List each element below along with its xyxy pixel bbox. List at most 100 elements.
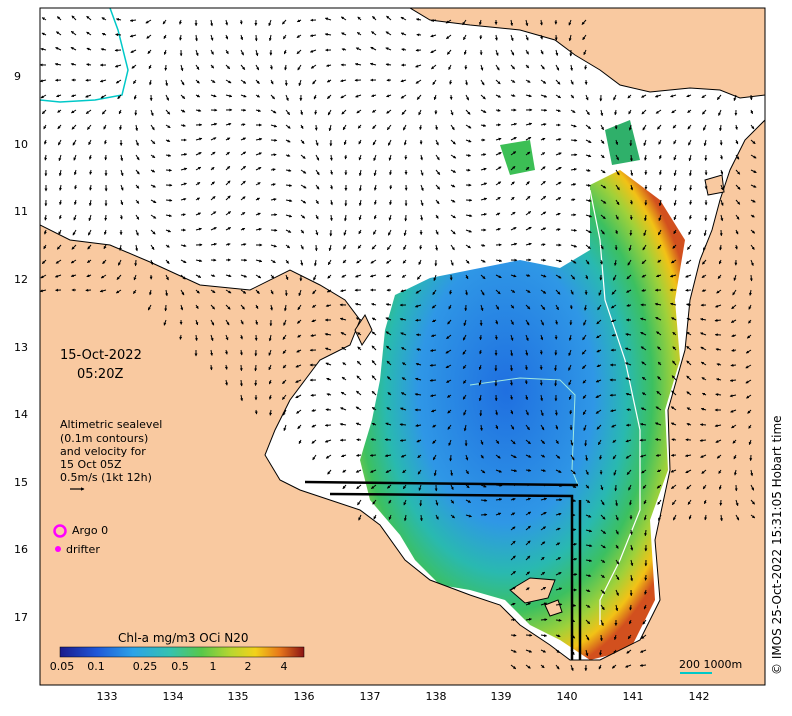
- velocity-arrow: [240, 180, 246, 186]
- velocity-arrow: [555, 138, 562, 141]
- velocity-arrow: [415, 48, 422, 52]
- velocity-arrow: [401, 362, 407, 366]
- velocity-arrow: [445, 364, 452, 369]
- velocity-arrow: [540, 34, 543, 40]
- velocity-arrow: [540, 195, 547, 201]
- velocity-arrow: [525, 79, 531, 83]
- velocity-arrow: [734, 124, 738, 130]
- velocity-arrow: [480, 498, 488, 502]
- velocity-arrow: [388, 214, 392, 221]
- velocity-arrow: [510, 227, 517, 231]
- velocity-arrow: [312, 79, 317, 85]
- velocity-arrow: [195, 166, 202, 171]
- velocity-arrow: [641, 376, 647, 381]
- velocity-arrow: [285, 94, 289, 102]
- velocity-arrow: [750, 139, 756, 145]
- velocity-arrow: [297, 304, 302, 311]
- velocity-arrow: [402, 259, 407, 264]
- velocity-arrow: [431, 319, 437, 323]
- velocity-arrow: [642, 124, 647, 131]
- velocity-arrow: [431, 304, 437, 309]
- velocity-arrow: [340, 16, 347, 21]
- velocity-arrow: [510, 633, 517, 637]
- velocity-arrow: [327, 94, 332, 99]
- velocity-arrow: [282, 34, 287, 40]
- velocity-arrow: [115, 33, 122, 37]
- velocity-arrow: [195, 319, 199, 326]
- lon-tick: 136: [293, 690, 315, 703]
- velocity-arrow: [312, 289, 317, 295]
- lon-tick: 137: [359, 690, 381, 703]
- velocity-arrow: [180, 244, 187, 248]
- velocity-arrow: [44, 154, 48, 161]
- velocity-arrow: [495, 212, 501, 216]
- velocity-arrow: [342, 362, 347, 366]
- velocity-arrow: [525, 136, 532, 141]
- velocity-arrow: [195, 212, 202, 216]
- velocity-arrow: [431, 64, 437, 70]
- velocity-arrow: [324, 347, 332, 351]
- velocity-arrow: [570, 94, 575, 99]
- velocity-arrow: [165, 259, 170, 264]
- velocity-arrow: [356, 375, 362, 381]
- velocity-arrow: [225, 289, 232, 294]
- velocity-arrow: [341, 32, 347, 36]
- velocity-arrow: [610, 304, 617, 309]
- velocity-arrow: [150, 229, 156, 235]
- velocity-arrow: [55, 31, 62, 36]
- velocity-arrow: [716, 289, 722, 294]
- velocity-arrow: [433, 274, 437, 282]
- velocity-arrow: [435, 199, 440, 205]
- velocity-arrow: [270, 94, 275, 100]
- velocity-arrow: [270, 138, 278, 142]
- velocity-arrow: [510, 64, 515, 70]
- velocity-arrow: [313, 259, 317, 267]
- velocity-arrow: [479, 349, 483, 355]
- velocity-arrow: [673, 139, 677, 145]
- velocity-arrow: [282, 349, 287, 354]
- velocity-arrow: [570, 64, 574, 71]
- velocity-arrow: [731, 304, 737, 310]
- velocity-arrow: [315, 184, 320, 190]
- velocity-arrow: [702, 259, 707, 265]
- velocity-arrow: [415, 79, 422, 84]
- velocity-arrow: [373, 214, 377, 220]
- velocity-arrow: [116, 274, 122, 280]
- velocity-arrow: [315, 139, 319, 146]
- velocity-arrow: [115, 18, 122, 21]
- velocity-arrow: [686, 94, 692, 98]
- velocity-arrow: [630, 169, 634, 177]
- velocity-arrow: [86, 47, 92, 51]
- velocity-arrow: [720, 214, 724, 222]
- velocity-arrow: [284, 289, 288, 297]
- colorbar-tick: 1: [209, 660, 217, 673]
- velocity-arrow: [450, 154, 457, 159]
- velocity-arrow: [270, 109, 277, 114]
- velocity-arrow: [385, 47, 392, 51]
- velocity-arrow: [179, 34, 183, 41]
- velocity-arrow: [614, 484, 618, 492]
- velocity-arrow: [420, 169, 424, 176]
- velocity-arrow: [254, 34, 258, 42]
- velocity-arrow: [689, 199, 693, 205]
- velocity-arrow: [134, 259, 138, 267]
- velocity-arrow: [384, 438, 392, 442]
- velocity-arrow: [480, 259, 486, 263]
- lon-tick: 138: [425, 690, 447, 703]
- legend-line: and velocity for: [60, 445, 146, 458]
- velocity-arrow: [373, 169, 377, 177]
- velocity-arrow: [403, 139, 407, 146]
- velocity-arrow: [745, 349, 752, 354]
- velocity-arrow: [540, 227, 547, 231]
- velocity-arrow: [354, 62, 362, 66]
- velocity-arrow: [596, 364, 602, 368]
- velocity-arrow: [344, 154, 348, 160]
- velocity-arrow: [659, 154, 662, 160]
- velocity-arrow: [733, 94, 737, 102]
- velocity-arrow: [296, 49, 302, 55]
- velocity-arrow: [165, 124, 171, 129]
- velocity-arrow: [525, 226, 532, 231]
- velocity-arrow: [449, 79, 453, 85]
- velocity-arrow: [255, 289, 260, 294]
- velocity-arrow: [357, 16, 362, 21]
